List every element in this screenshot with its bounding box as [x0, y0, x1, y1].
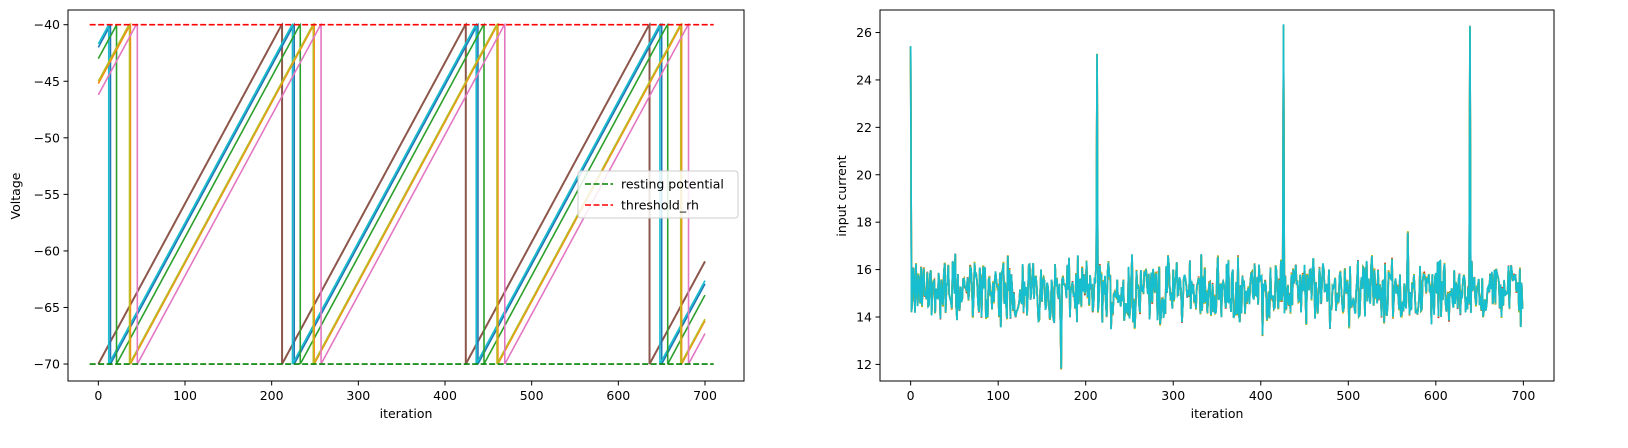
voltage-y-tick-label: −40	[34, 17, 60, 32]
current-x-tick-label: 300	[1161, 388, 1185, 403]
voltage-x-tick-label: 0	[94, 388, 102, 403]
voltage-reference-lines	[89, 23, 714, 365]
voltage-x-tick-label: 700	[693, 388, 717, 403]
voltage-plot-frame	[67, 9, 745, 382]
current-plot-area	[880, 10, 1554, 381]
legend-threshold-label: threshold_rh	[621, 198, 699, 213]
current-series-group	[909, 24, 1524, 370]
legend-box	[577, 170, 739, 219]
voltage-x-ticks: 0 100 200 300 400 500 600 700	[94, 381, 717, 403]
voltage-x-tick-label: 100	[173, 388, 197, 403]
current-x-tick-label: 400	[1249, 388, 1273, 403]
voltage-x-tick-label: 200	[260, 388, 284, 403]
voltage-y-tick-label: −55	[34, 187, 60, 202]
current-x-tick-label: 700	[1511, 388, 1535, 403]
voltage-series-line	[97, 22, 706, 365]
current-y-tick-label: 18	[856, 215, 872, 230]
legend: resting potential threshold_rh	[577, 170, 739, 219]
current-series-line	[909, 24, 1524, 369]
voltage-x-axis-label: iteration	[380, 406, 433, 421]
current-y-tick-label: 26	[856, 25, 872, 40]
current-y-tick-label: 22	[856, 120, 872, 135]
current-x-axis-label: iteration	[1191, 406, 1244, 421]
voltage-x-tick-label: 500	[520, 388, 544, 403]
current-x-tick-label: 200	[1074, 388, 1098, 403]
voltage-series-line	[97, 22, 706, 365]
voltage-y-ticks: −40 −45 −50 −55 −60 −65 −70	[34, 17, 68, 372]
current-y-tick-label: 16	[856, 262, 872, 277]
current-y-tick-label: 12	[856, 357, 872, 372]
voltage-y-tick-label: −50	[34, 130, 60, 145]
current-y-tick-label: 24	[856, 72, 872, 87]
current-x-tick-label: 0	[907, 388, 915, 403]
current-x-ticks: 0 100 200 300 400 500 600 700	[907, 381, 1535, 403]
current-x-tick-label: 500	[1336, 388, 1360, 403]
voltage-x-tick-label: 400	[433, 388, 457, 403]
voltage-y-tick-label: −45	[34, 74, 60, 89]
current-y-tick-label: 20	[856, 167, 872, 182]
input-current-chart: 0 100 200 300 400 500 600 700 1214161820222426 …	[834, 9, 1555, 421]
current-y-axis-label: input current	[834, 155, 849, 236]
voltage-y-tick-label: −65	[34, 300, 60, 315]
voltage-series-line	[97, 22, 706, 365]
legend-resting-potential-label: resting potential	[621, 177, 724, 192]
voltage-series-line	[97, 22, 706, 365]
voltage-x-tick-label: 300	[346, 388, 370, 403]
voltage-chart: 0 100 200 300 400 500 600 700 −40 −45 −50 −55 −60 −6…	[8, 9, 745, 421]
current-x-tick-label: 100	[986, 388, 1010, 403]
voltage-y-tick-label: −70	[34, 357, 60, 372]
current-plot-frame	[879, 9, 1555, 382]
voltage-series-line	[97, 22, 706, 365]
current-x-tick-label: 600	[1424, 388, 1448, 403]
voltage-x-tick-label: 600	[606, 388, 630, 403]
current-y-ticks: 12 14 16 18 20 22 24 26	[856, 25, 880, 372]
voltage-y-axis-label: Voltage	[8, 172, 23, 219]
current-y-tick-label: 14	[856, 309, 872, 324]
voltage-y-tick-label: −60	[34, 243, 60, 258]
